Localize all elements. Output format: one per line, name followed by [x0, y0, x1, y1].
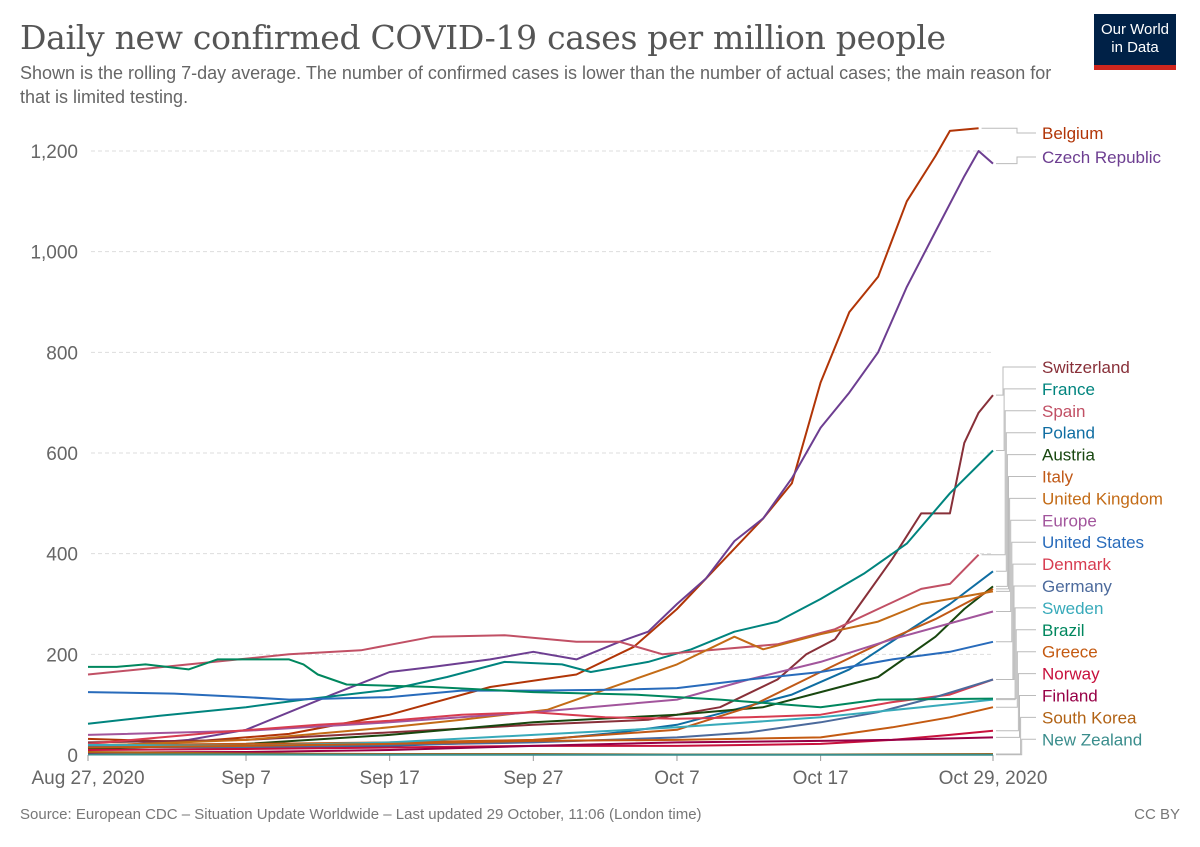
- series-line[interactable]: [87, 553, 980, 676]
- legend-connector: [981, 410, 1036, 556]
- legend-label[interactable]: Denmark: [1042, 555, 1111, 574]
- legend-connector: [996, 738, 1036, 756]
- legend-label[interactable]: United Kingdom: [1042, 489, 1163, 508]
- x-tick-label: Aug 27, 2020: [31, 768, 144, 789]
- x-axis: Aug 27, 2020 Sep 7 Sep 17 Sep 27 Oct 7 Oct 17…: [31, 754, 1048, 789]
- legend-label[interactable]: Europe: [1042, 511, 1097, 530]
- series-line[interactable]: [87, 127, 979, 743]
- series-line[interactable]: [87, 150, 994, 749]
- legend-label[interactable]: Austria: [1042, 446, 1095, 465]
- legend-connector: [981, 127, 1036, 134]
- legend-connector: [996, 156, 1036, 165]
- legend-label[interactable]: Italy: [1042, 468, 1074, 487]
- legend-connector: [996, 585, 1036, 680]
- legend-connector: [996, 454, 1036, 587]
- legend-connector: [996, 519, 1036, 612]
- chart-title: Daily new confirmed COVID-19 cases per m…: [20, 18, 946, 57]
- legend-label[interactable]: Sweden: [1042, 599, 1103, 618]
- series-line[interactable]: [87, 706, 994, 749]
- legend-label[interactable]: Finland: [1042, 687, 1098, 706]
- series-line[interactable]: [87, 678, 994, 749]
- y-axis: 0 200 400 600 800 1,000 1,200: [30, 142, 78, 767]
- legend-label[interactable]: Poland: [1042, 424, 1095, 443]
- legend-label[interactable]: Czech Republic: [1042, 148, 1162, 167]
- logo-accent-bar: [1094, 65, 1176, 70]
- x-tick-label: Oct 29, 2020: [939, 768, 1048, 789]
- legend-label[interactable]: Belgium: [1042, 124, 1103, 143]
- series-line[interactable]: [87, 678, 994, 745]
- legend-connector: [996, 476, 1036, 590]
- x-tick-label: Oct 17: [793, 768, 849, 789]
- legend-connector: [996, 716, 1036, 755]
- legend-label[interactable]: United States: [1042, 533, 1144, 552]
- legend-connector: [996, 497, 1036, 592]
- legend-connector: [996, 673, 1036, 732]
- legend-label[interactable]: Spain: [1042, 402, 1085, 421]
- x-tick-label: Sep 17: [360, 768, 420, 789]
- logo-line-1: Our World: [1100, 21, 1170, 38]
- gridlines: [91, 150, 993, 655]
- legend-label[interactable]: Germany: [1042, 577, 1112, 596]
- legend: Belgium Czech Republic Switzerland France Sp…: [981, 124, 1163, 756]
- legend-connector: [996, 541, 1036, 643]
- legend-label[interactable]: Switzerland: [1042, 358, 1130, 377]
- legend-connector: [996, 366, 1036, 396]
- y-tick-label: 800: [46, 343, 78, 364]
- x-tick-label: Sep 27: [503, 768, 563, 789]
- chart-subtitle: Shown is the rolling 7-day average. The …: [20, 63, 1052, 107]
- series-line[interactable]: [87, 449, 994, 725]
- legend-connector: [996, 388, 1036, 451]
- x-tick-label: Sep 7: [221, 768, 271, 789]
- series-line[interactable]: [88, 658, 994, 709]
- legend-label[interactable]: Greece: [1042, 643, 1098, 662]
- y-tick-label: 600: [46, 444, 78, 465]
- legend-label[interactable]: South Korea: [1042, 708, 1137, 727]
- series-line[interactable]: [87, 610, 994, 736]
- series-line[interactable]: [87, 736, 994, 754]
- y-tick-label: 1,000: [30, 243, 78, 264]
- x-tick-label: Oct 7: [654, 768, 699, 789]
- y-tick-label: 1,200: [30, 142, 78, 163]
- y-tick-label: 200: [46, 645, 78, 666]
- legend-label[interactable]: Norway: [1042, 665, 1100, 684]
- logo-line-2: in Data: [1111, 39, 1159, 56]
- legend-connector: [996, 432, 1036, 572]
- series-line[interactable]: [87, 729, 994, 751]
- license-link[interactable]: CC BY: [1134, 806, 1180, 823]
- series-line[interactable]: [87, 640, 994, 701]
- owid-logo[interactable]: Our World in Data: [1094, 14, 1176, 70]
- legend-connector: [996, 629, 1036, 700]
- series-line[interactable]: [87, 590, 994, 747]
- legend-label[interactable]: New Zealand: [1042, 730, 1142, 749]
- line-chart: 0 200 400 600 800 1,000 1,200 Aug 27, 2020 Sep …: [30, 124, 1163, 789]
- series-line[interactable]: [87, 585, 994, 750]
- y-tick-label: 400: [46, 545, 78, 566]
- source-note: Source: European CDC – Situation Update …: [20, 806, 702, 823]
- y-tick-label: 0: [67, 746, 78, 767]
- legend-connector: [996, 695, 1036, 738]
- legend-label[interactable]: Brazil: [1042, 621, 1085, 640]
- series-lines: [87, 127, 994, 756]
- legend-label[interactable]: France: [1042, 380, 1095, 399]
- legend-connector: [996, 607, 1036, 701]
- legend-connector: [996, 651, 1036, 708]
